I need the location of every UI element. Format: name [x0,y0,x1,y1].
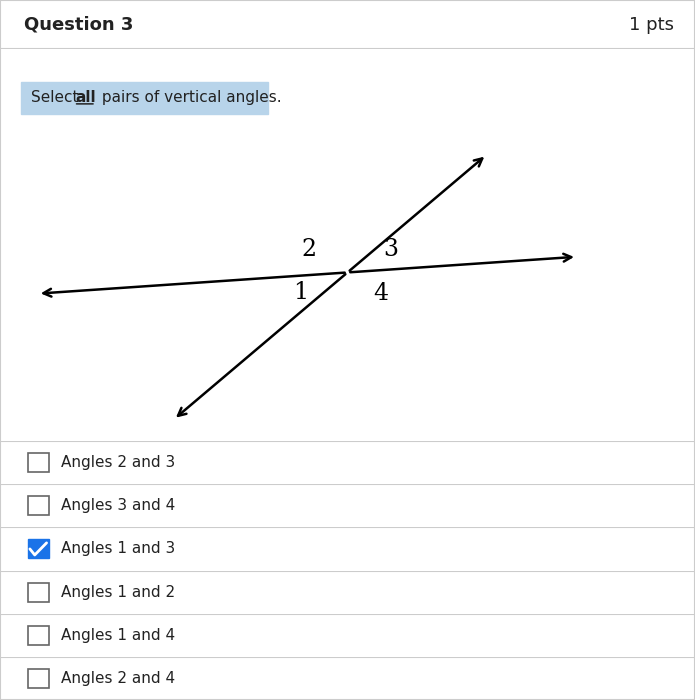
Text: pairs of vertical angles.: pairs of vertical angles. [97,90,282,105]
Text: Angles 2 and 3: Angles 2 and 3 [61,455,175,470]
FancyBboxPatch shape [28,626,49,645]
Text: Angles 3 and 4: Angles 3 and 4 [61,498,175,513]
Text: Select: Select [31,90,83,105]
Text: 2: 2 [302,238,317,261]
Text: Angles 2 and 4: Angles 2 and 4 [61,671,175,686]
Text: 1: 1 [293,281,308,304]
Text: Question 3: Question 3 [24,15,133,34]
FancyBboxPatch shape [28,669,49,688]
FancyBboxPatch shape [21,81,268,113]
FancyBboxPatch shape [28,540,49,559]
Text: all: all [75,90,96,105]
Text: Angles 1 and 4: Angles 1 and 4 [61,628,175,643]
Text: 3: 3 [383,238,398,261]
Text: Angles 1 and 3: Angles 1 and 3 [61,541,175,556]
FancyBboxPatch shape [28,453,49,472]
FancyBboxPatch shape [28,496,49,515]
Text: 1 pts: 1 pts [629,15,674,34]
FancyBboxPatch shape [28,582,49,601]
Text: Angles 1 and 2: Angles 1 and 2 [61,584,175,600]
Text: 4: 4 [373,283,389,305]
